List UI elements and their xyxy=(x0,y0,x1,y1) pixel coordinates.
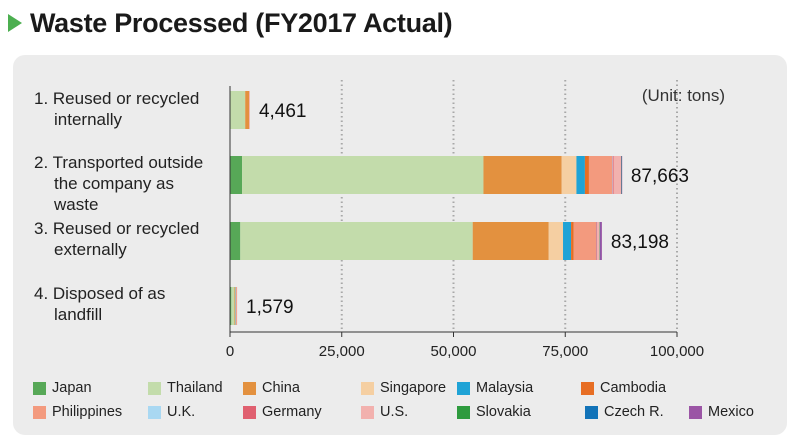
legend-label-5: Cambodia xyxy=(600,380,667,396)
legend-item-10: Slovakia xyxy=(457,404,531,420)
bar-segment-1-1 xyxy=(242,156,484,194)
legend-item-12: Mexico xyxy=(689,404,754,420)
total-label-2: 83,198 xyxy=(611,232,669,253)
x-tick-label-0: 0 xyxy=(226,343,234,360)
legend-item-0: Japan xyxy=(33,380,92,396)
bar-segment-3-4 xyxy=(235,287,237,325)
bar-segment-0-9 xyxy=(249,91,250,129)
bar-segment-2-6 xyxy=(573,222,597,260)
legend-swatch-6 xyxy=(33,405,46,419)
legend-item-9: U.S. xyxy=(361,404,408,420)
legend-label-11: Czech R. xyxy=(604,404,664,420)
total-label-3: 1,579 xyxy=(246,297,294,318)
x-tick-label-4: 100,000 xyxy=(650,343,704,360)
legend-swatch-11 xyxy=(585,405,598,419)
category-label-line-1-1: the company as xyxy=(54,174,174,193)
legend-label-4: Malaysia xyxy=(476,380,534,396)
legend-item-11: Czech R. xyxy=(585,404,664,420)
bar-segment-2-8 xyxy=(596,222,597,260)
total-label-1: 87,663 xyxy=(631,166,689,187)
legend-swatch-12 xyxy=(689,405,702,419)
bar-segment-2-3 xyxy=(548,222,564,260)
bar-segment-2-2 xyxy=(472,222,549,260)
legend-item-4: Malaysia xyxy=(457,380,533,396)
legend-swatch-8 xyxy=(243,405,256,419)
legend-label-6: Philippines xyxy=(52,404,123,420)
chart-title: Waste Processed (FY2017 Actual) xyxy=(8,6,453,40)
category-label-0: 1. Reused or recycled internally xyxy=(34,89,199,129)
legend-label-10: Slovakia xyxy=(476,404,531,420)
bar-segment-3-0 xyxy=(230,287,232,325)
legend-item-7: U.K. xyxy=(148,404,195,420)
bar-segment-2-0 xyxy=(230,222,241,260)
legend-label-0: Japan xyxy=(52,380,92,396)
bar-segment-0-2 xyxy=(245,91,250,129)
category-label-line-0-1: internally xyxy=(54,110,123,129)
bar-segment-1-5 xyxy=(584,156,589,194)
legend-swatch-3 xyxy=(361,381,374,395)
legend-swatch-1 xyxy=(148,381,161,395)
chart-title-text: Waste Processed (FY2017 Actual) xyxy=(30,7,453,38)
bar-segment-3-1 xyxy=(231,287,235,325)
bar-segment-1-0 xyxy=(230,156,243,194)
bar-segment-1-2 xyxy=(483,156,562,194)
category-label-line-2-0: 3. Reused or recycled xyxy=(34,219,199,238)
bar-segment-1-7 xyxy=(612,156,613,194)
bar-segment-1-6 xyxy=(588,156,613,194)
legend-swatch-2 xyxy=(243,381,256,395)
category-label-2: 3. Reused or recycled externally xyxy=(34,219,199,259)
x-tick-label-1: 25,000 xyxy=(319,343,365,360)
legend-label-7: U.K. xyxy=(167,404,196,420)
category-label-line-2-1: externally xyxy=(54,240,127,259)
legend-swatch-0 xyxy=(33,381,46,395)
legend-label-2: China xyxy=(262,380,300,396)
legend-item-6: Philippines xyxy=(33,404,122,420)
bar-segment-1-8 xyxy=(612,156,614,194)
legend-item-2: China xyxy=(243,380,300,396)
legend-label-12: Mexico xyxy=(708,404,754,420)
legend-item-3: Singapore xyxy=(361,380,446,396)
bar-segment-2-4 xyxy=(563,222,572,260)
bar-segment-2-9 xyxy=(596,222,600,260)
legend-swatch-5 xyxy=(581,381,594,395)
legend-swatch-4 xyxy=(457,381,470,395)
title-arrow-icon xyxy=(8,14,22,32)
legend-label-3: Singapore xyxy=(380,380,447,396)
bar-segment-2-5 xyxy=(571,222,574,260)
legend-item-8: Germany xyxy=(243,404,322,420)
legend-item-5: Cambodia xyxy=(581,380,666,396)
category-label-line-0-0: 1. Reused or recycled xyxy=(34,89,199,108)
legend-swatch-10 xyxy=(457,405,470,419)
bar-segment-2-1 xyxy=(240,222,473,260)
bar-segment-1-4 xyxy=(576,156,585,194)
legend-label-1: Thailand xyxy=(167,380,223,396)
x-tick-label-3: 75,000 xyxy=(542,343,588,360)
unit-note: (Unit: tons) xyxy=(642,86,725,105)
category-label-line-1-0: 2. Transported outside xyxy=(34,153,203,172)
bar-segment-1-9 xyxy=(613,156,622,194)
legend-swatch-9 xyxy=(361,405,374,419)
category-label-1: 2. Transported outside the company as wast… xyxy=(34,153,203,214)
legend-item-1: Thailand xyxy=(148,380,223,396)
category-label-line-3-0: 4. Disposed of as xyxy=(34,284,165,303)
legend-swatch-7 xyxy=(148,405,161,419)
category-label-line-3-1: landfill xyxy=(54,305,102,324)
bar-segment-1-3 xyxy=(561,156,577,194)
bar-segment-2-12 xyxy=(600,222,602,260)
bar-segment-3-9 xyxy=(236,287,238,325)
total-label-0: 4,461 xyxy=(259,101,307,122)
bar-segment-0-1 xyxy=(230,91,246,129)
bar-segment-3-2 xyxy=(234,287,236,325)
bar-segment-3-6 xyxy=(236,287,237,325)
bar-segment-3-3 xyxy=(235,287,236,325)
category-label-line-1-2: waste xyxy=(53,195,98,214)
bar-segment-1-12 xyxy=(621,156,623,194)
category-label-3: 4. Disposed of as landfill xyxy=(34,284,165,324)
x-tick-label-2: 50,000 xyxy=(431,343,477,360)
legend-label-9: U.S. xyxy=(380,404,409,420)
legend-label-8: Germany xyxy=(262,404,322,420)
